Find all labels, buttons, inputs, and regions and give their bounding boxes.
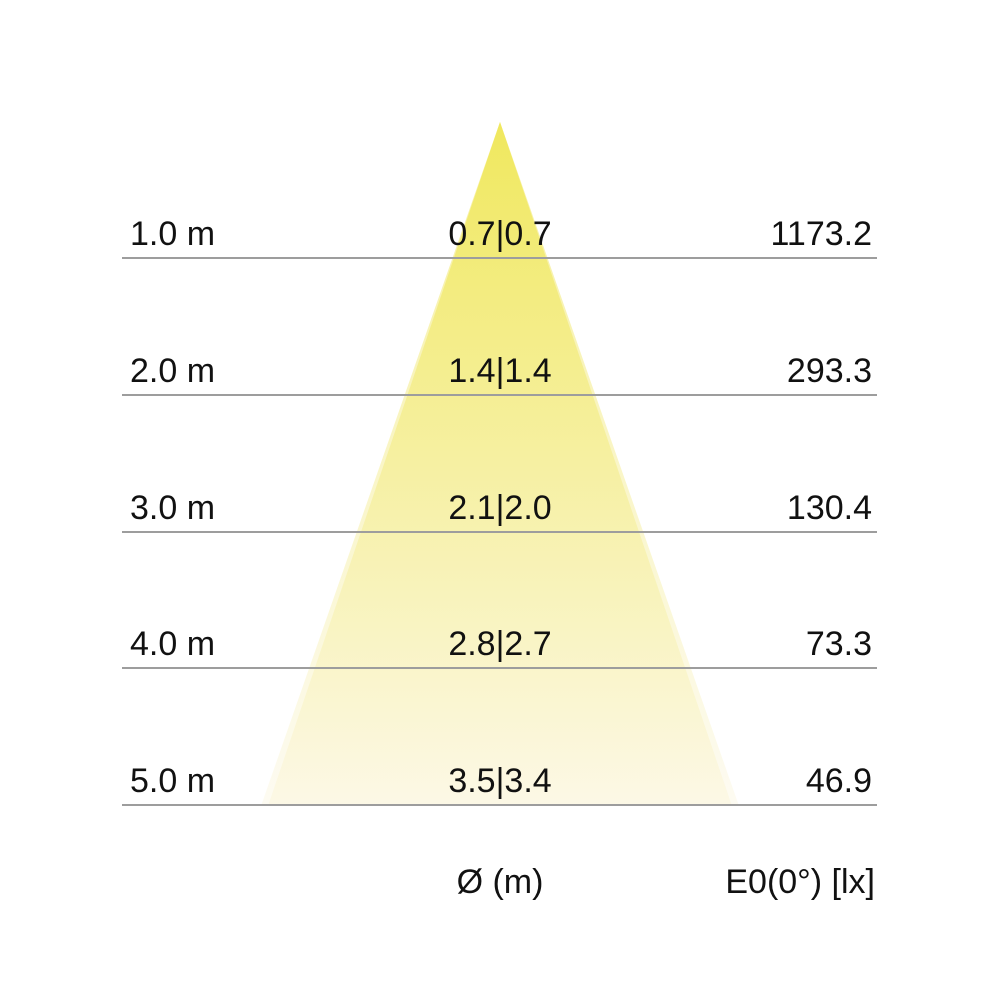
beam-diameter-value: 2.1|2.0 bbox=[448, 489, 552, 527]
diameter-column-label: Ø (m) bbox=[456, 863, 544, 901]
light-cone-inner bbox=[268, 122, 732, 806]
distance-line-2m bbox=[122, 394, 877, 396]
illuminance-value: 73.3 bbox=[805, 625, 872, 663]
illuminance-value: 46.9 bbox=[805, 762, 872, 800]
distance-line-1m bbox=[122, 257, 877, 259]
beam-diameter-value: 0.7|0.7 bbox=[448, 215, 552, 253]
distance-label: 1.0 m bbox=[130, 215, 216, 253]
illuminance-column-label: E0(0°) [lx] bbox=[725, 863, 875, 901]
illuminance-value: 1173.2 bbox=[770, 215, 872, 253]
distance-line-4m bbox=[122, 667, 877, 669]
beam-diameter-value: 2.8|2.7 bbox=[448, 625, 552, 663]
distance-label: 3.0 m bbox=[130, 489, 216, 527]
distance-line-5m bbox=[122, 804, 877, 806]
illuminance-value: 293.3 bbox=[786, 352, 872, 390]
illuminance-value: 130.4 bbox=[786, 489, 872, 527]
distance-label: 5.0 m bbox=[130, 762, 216, 800]
distance-label: 2.0 m bbox=[130, 352, 216, 390]
distance-label: 4.0 m bbox=[130, 625, 216, 663]
distance-line-3m bbox=[122, 531, 877, 533]
beam-diameter-value: 1.4|1.4 bbox=[448, 352, 552, 390]
beam-diameter-value: 3.5|3.4 bbox=[448, 762, 552, 800]
